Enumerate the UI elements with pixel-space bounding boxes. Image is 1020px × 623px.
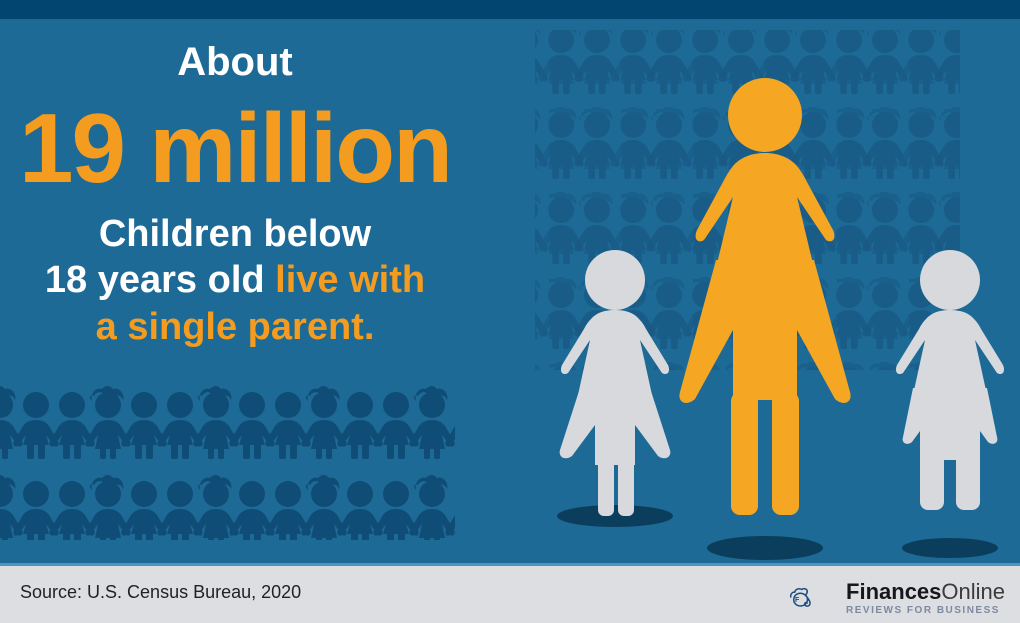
svg-text:F: F <box>795 597 800 604</box>
